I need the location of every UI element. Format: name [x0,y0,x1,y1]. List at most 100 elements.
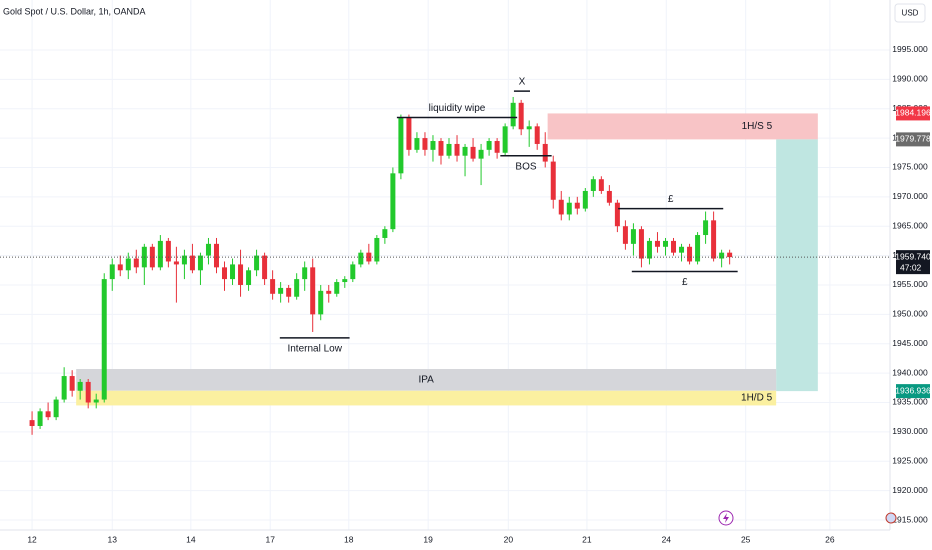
candle-body [703,220,709,236]
candle-body [390,173,396,230]
price-tag-timer: 47:02 [900,262,922,272]
candle-body [526,126,532,130]
candle-body [398,117,404,174]
x-tick-label: 19 [423,534,433,544]
zone-label: 1H/S 5 [742,121,773,132]
candle-body [117,264,123,271]
zone [76,369,777,391]
candle-body [446,143,452,156]
y-tick-label: 1930.000 [892,426,928,436]
candle-body [230,264,236,280]
flag-icon [885,512,897,524]
candle-body [310,267,316,315]
y-tick-label: 1950.000 [892,309,928,319]
currency-button[interactable] [894,3,926,23]
candle-body [238,264,244,285]
annotations: liquidity wipe X BOS Internal Low £ £ [0,77,890,355]
x-tick-label: 14 [186,534,196,544]
candle-body [222,267,228,280]
candle-body [598,179,604,191]
candle-body [37,411,43,426]
candle-body [454,143,460,156]
candle-body [558,199,564,215]
candle-body [189,255,195,271]
candle-body [181,255,187,265]
candle-body [494,141,500,153]
y-tick-label: 1940.000 [892,367,928,377]
grid [0,0,890,530]
candle-body [502,126,508,153]
candle-body [342,279,348,283]
candle-body [350,264,356,280]
y-tick-label: 1955.000 [892,279,928,289]
zone [776,139,818,392]
candle-body [606,190,612,203]
candle-body [165,240,171,262]
candle-body [157,240,163,268]
candle-body [262,255,268,280]
candle-body [414,138,420,150]
x-tick-label: 26 [825,534,835,544]
chart-title: Gold Spot / U.S. Dollar, 1h, OANDA [3,6,146,16]
price-tag-label: 1979.778 [895,134,931,144]
y-tick-label: 1975.000 [892,162,928,172]
candle-body [53,399,59,418]
x-tick-label: 20 [504,534,514,544]
x-tick-label: 21 [582,534,592,544]
candle-body [478,149,484,159]
y-tick-label: 1965.000 [892,220,928,230]
candle-body [29,420,35,426]
price-tag-label: 1984.196 [895,108,931,118]
candle-body [654,240,660,247]
candle-body [85,381,91,403]
candle-body [149,246,155,268]
y-tick-label: 1995.000 [892,44,928,54]
candle-body [254,255,260,271]
candle-body [550,161,556,200]
x-tick-label: 13 [108,534,118,544]
price-tag [896,106,930,121]
candle-body [326,290,332,294]
annotation-label: X [519,77,526,88]
candle-body [646,240,652,259]
candle-body [566,202,572,215]
candle-body [510,102,516,127]
y-tick-label: 1925.000 [892,456,928,466]
candle-body [77,381,83,391]
axes: 1915.000 1920.000 1925.000 1930.000 1935.000… [27,44,931,544]
candle-body [286,287,292,297]
y-tick-label: 1945.000 [892,338,928,348]
candle-body [638,229,644,259]
y-tick-label: 1915.000 [892,514,928,524]
candle-body [382,229,388,238]
candle-body [662,240,668,247]
zone-label: IPA [418,375,434,386]
annotation-label: £ [668,194,674,205]
candle-body [213,243,219,268]
candle-body [614,202,620,227]
candle-body [486,141,492,150]
price-tag [896,132,930,147]
candle-body [334,282,340,294]
annotation-label: liquidity wipe [429,103,486,114]
candle-body [430,141,436,150]
candle-body [630,229,636,244]
candle-body [695,235,701,262]
currency-label: USD [902,9,919,18]
candle-body [173,261,179,265]
candle-body [719,252,725,259]
candle-body [590,179,596,191]
candle-body [358,252,364,265]
candle-body [727,252,733,258]
candle-body [366,252,372,262]
candles [29,96,733,435]
x-tick-label: 18 [344,534,354,544]
candle-body [133,258,139,268]
x-tick-label: 12 [27,534,37,544]
price-tag [896,250,930,275]
zones: 1H/S 5 IPA 1H/D 5 [76,113,818,406]
candle-body [61,376,67,400]
candle-body [294,279,300,297]
candle-body [125,258,131,271]
